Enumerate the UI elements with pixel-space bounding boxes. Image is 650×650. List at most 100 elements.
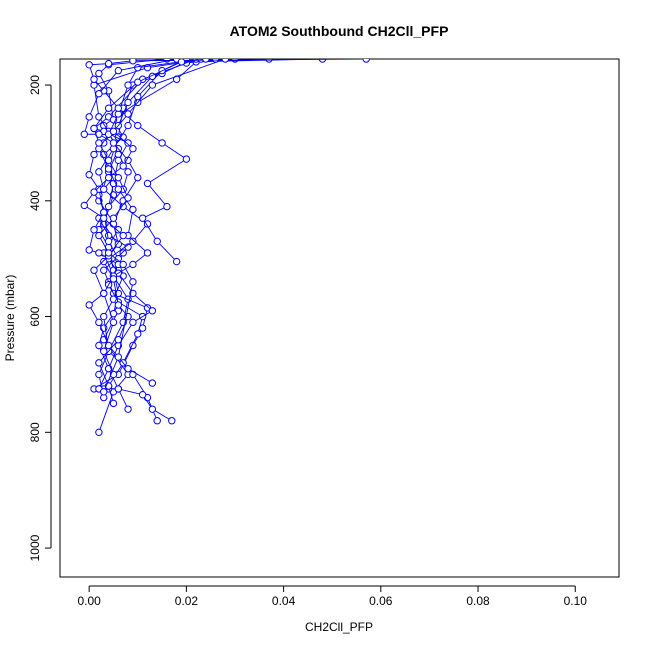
data-point <box>104 156 113 164</box>
data-point <box>85 171 93 179</box>
data-point <box>100 185 108 193</box>
data-point <box>85 113 93 121</box>
data-point <box>129 318 137 327</box>
data-point <box>109 275 118 283</box>
data-point <box>95 139 103 147</box>
data-point <box>129 260 137 269</box>
x-tick-label: 0.00 <box>77 594 101 608</box>
data-point <box>119 231 127 240</box>
y-tick-label: 600 <box>28 306 42 326</box>
data-point <box>134 121 142 130</box>
data-point <box>134 92 142 101</box>
data-point <box>100 214 108 222</box>
x-axis-label: CH2Cll_PFP <box>305 620 373 634</box>
data-point <box>124 81 132 89</box>
data-point <box>148 307 157 315</box>
data-point <box>134 330 142 338</box>
data-point <box>124 168 132 176</box>
data-point <box>85 61 93 69</box>
data-point <box>129 59 137 65</box>
data-point <box>163 202 171 211</box>
data-point <box>95 370 103 379</box>
data-point <box>153 417 161 425</box>
data-point <box>114 385 123 393</box>
data-point <box>148 81 157 89</box>
series-line-7 <box>98 59 187 390</box>
data-point <box>95 168 103 176</box>
data-point <box>119 249 127 257</box>
data-point <box>104 237 113 246</box>
data-point <box>318 59 327 63</box>
data-point <box>124 121 132 130</box>
data-point <box>114 240 123 248</box>
data-point <box>80 130 89 138</box>
data-point <box>148 405 157 413</box>
data-point <box>124 139 132 147</box>
data-point <box>100 347 108 355</box>
data-point <box>134 78 142 86</box>
data-point <box>104 104 113 112</box>
data-point <box>158 139 166 147</box>
data-point <box>95 341 103 350</box>
data-point <box>124 110 132 118</box>
data-point <box>90 124 98 133</box>
chart-title: ATOM2 Southbound CH2Cll_PFP <box>230 23 449 39</box>
data-point <box>90 266 98 274</box>
data-point <box>95 318 103 327</box>
data-point <box>114 353 123 361</box>
data-point <box>80 201 89 210</box>
y-tick-label: 200 <box>28 75 42 95</box>
data-point <box>95 69 103 78</box>
data-point <box>114 336 123 344</box>
y-tick-label: 400 <box>28 190 42 210</box>
data-point <box>129 145 137 153</box>
data-point <box>265 59 273 63</box>
data-point <box>114 185 123 193</box>
data-point <box>109 139 118 147</box>
data-point <box>124 194 132 202</box>
data-point <box>95 428 103 437</box>
data-point <box>143 249 152 257</box>
data-point <box>90 188 98 196</box>
data-point <box>100 312 108 321</box>
data-point <box>90 75 98 83</box>
data-point <box>182 155 191 163</box>
data-point <box>104 173 113 182</box>
data-point <box>124 364 132 373</box>
data-point <box>104 249 113 257</box>
data-point <box>143 179 152 188</box>
data-point <box>129 237 137 246</box>
data-point <box>95 231 103 240</box>
data-point <box>114 173 123 182</box>
data-point <box>124 98 132 107</box>
data-point <box>148 379 157 387</box>
data-point <box>109 214 118 222</box>
x-tick-label: 0.08 <box>466 594 490 608</box>
data-point <box>100 257 108 266</box>
data-point <box>100 388 108 396</box>
data-point <box>100 289 108 298</box>
data-point <box>104 59 113 68</box>
data-layer <box>80 59 370 437</box>
data-point <box>177 59 186 66</box>
x-tick-label: 0.06 <box>369 594 393 608</box>
data-point <box>202 59 210 63</box>
axis-layer: 0.00 0.02 0.04 0.06 0.08 0.10 200 400 600 800 1000 <box>28 75 587 608</box>
data-point <box>109 127 118 136</box>
data-point <box>90 150 98 159</box>
y-tick-label: 800 <box>28 422 42 442</box>
data-point <box>109 399 118 408</box>
data-point <box>104 165 113 173</box>
data-point <box>138 214 147 222</box>
x-tick-label: 0.04 <box>272 594 296 608</box>
y-axis-label: Pressure (mbar) <box>3 275 17 362</box>
data-point <box>85 301 93 309</box>
data-point <box>95 249 103 257</box>
data-point <box>100 266 108 274</box>
data-point <box>134 173 142 182</box>
data-point <box>119 162 127 170</box>
data-point <box>362 59 370 63</box>
data-point <box>129 278 137 286</box>
x-tick-label: 0.02 <box>175 594 199 608</box>
